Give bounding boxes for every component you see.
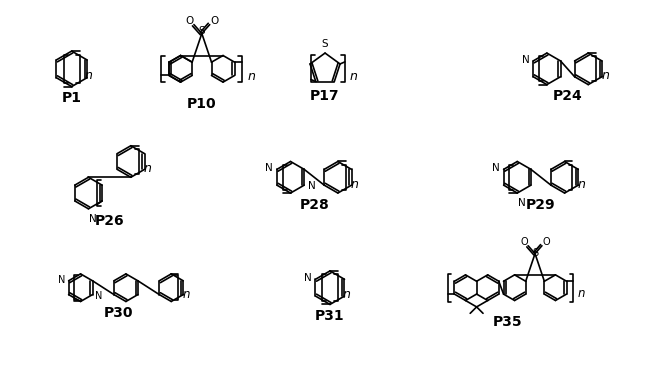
Text: n: n <box>144 162 152 175</box>
Text: N: N <box>89 214 97 224</box>
Text: n: n <box>248 70 256 83</box>
Text: n: n <box>182 288 190 301</box>
Text: P26: P26 <box>95 214 124 228</box>
Text: n: n <box>350 70 357 83</box>
Text: P28: P28 <box>300 198 329 212</box>
Text: n: n <box>578 178 585 191</box>
Text: P17: P17 <box>310 89 340 103</box>
Text: N: N <box>522 55 530 65</box>
Text: N: N <box>58 275 66 285</box>
Text: n: n <box>578 287 585 300</box>
Text: P24: P24 <box>553 89 583 103</box>
Text: O: O <box>520 237 528 247</box>
Text: S: S <box>322 39 328 49</box>
Text: n: n <box>343 288 351 301</box>
Text: P29: P29 <box>526 198 556 212</box>
Text: n: n <box>85 69 93 82</box>
Text: n: n <box>601 69 609 82</box>
Text: P35: P35 <box>493 315 522 329</box>
Text: N: N <box>492 163 500 173</box>
Text: O: O <box>185 16 193 25</box>
Text: S: S <box>532 248 538 258</box>
Text: N: N <box>518 198 526 208</box>
Text: O: O <box>210 16 219 25</box>
Text: P30: P30 <box>103 306 133 320</box>
Text: N: N <box>265 163 273 173</box>
Text: O: O <box>542 237 550 247</box>
Text: P10: P10 <box>187 97 217 111</box>
Text: N: N <box>308 181 316 191</box>
Text: S: S <box>198 27 205 36</box>
Text: N: N <box>304 273 311 283</box>
Text: P31: P31 <box>315 309 345 323</box>
Text: n: n <box>351 178 359 191</box>
Text: P1: P1 <box>62 91 81 105</box>
Text: N: N <box>95 290 103 301</box>
